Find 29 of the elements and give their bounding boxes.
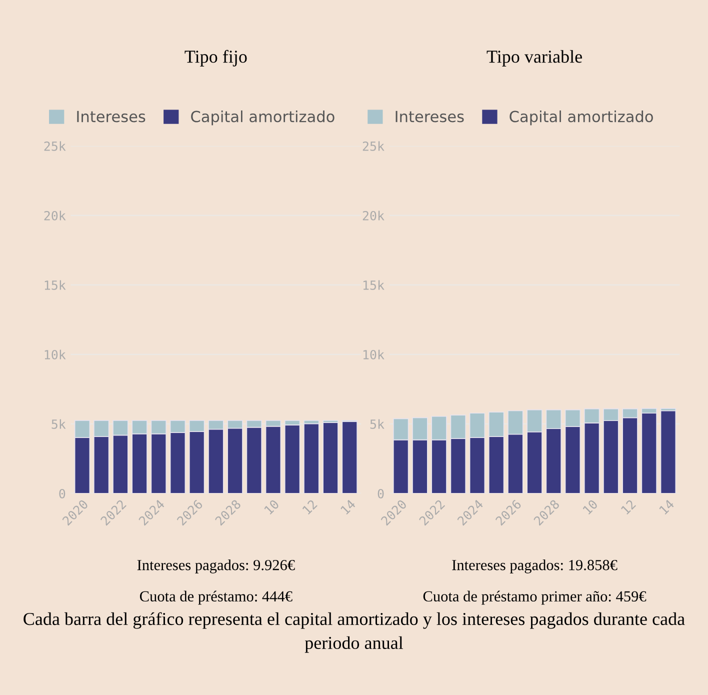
x-tick-label: 14 <box>658 499 675 515</box>
text: Cada barra del gráfico representa el capital amortizado y los intereses pagados durante cada periodo anual <box>24 612 685 653</box>
chart-title: Tipo fijo <box>184 50 247 66</box>
y-tick-label: 0 <box>378 488 384 498</box>
x-tick-label: 14 <box>340 499 356 515</box>
x-tick-label: 10 <box>264 499 280 515</box>
legend-label: Intereses <box>396 110 464 122</box>
text: Cuota de préstamo primer año: 459€ <box>423 590 646 605</box>
chart-title: Tipo variable <box>486 50 582 66</box>
text: Cuota de préstamo: 444€ <box>140 590 292 605</box>
y-tick-label: 5k <box>52 419 66 429</box>
legend-label: Intereses <box>77 110 146 122</box>
y-tick-label: 20k <box>44 210 66 220</box>
y-tick-label: 0 <box>59 488 66 498</box>
x-tick-label: 12 <box>302 499 318 515</box>
y-tick-label: 15k <box>363 280 384 290</box>
text: Intereses pagados: 19.858€ <box>452 559 618 574</box>
y-tick-label: 10k <box>363 350 384 360</box>
y-tick-label: 5k <box>370 419 384 429</box>
x-tick-label: 12 <box>620 499 636 515</box>
y-tick-label: 15k <box>44 280 66 290</box>
y-tick-label: 25k <box>44 141 66 151</box>
x-tick-label: 10 <box>582 499 598 515</box>
legend-label: Capital amortizado <box>191 110 334 126</box>
y-tick-label: 20k <box>362 210 384 220</box>
text: Intereses pagados: 9.926€ <box>137 559 295 574</box>
y-tick-label: 10k <box>44 350 66 360</box>
legend-label: Capital amortizado <box>510 110 653 126</box>
y-tick-label: 25k <box>362 141 384 151</box>
